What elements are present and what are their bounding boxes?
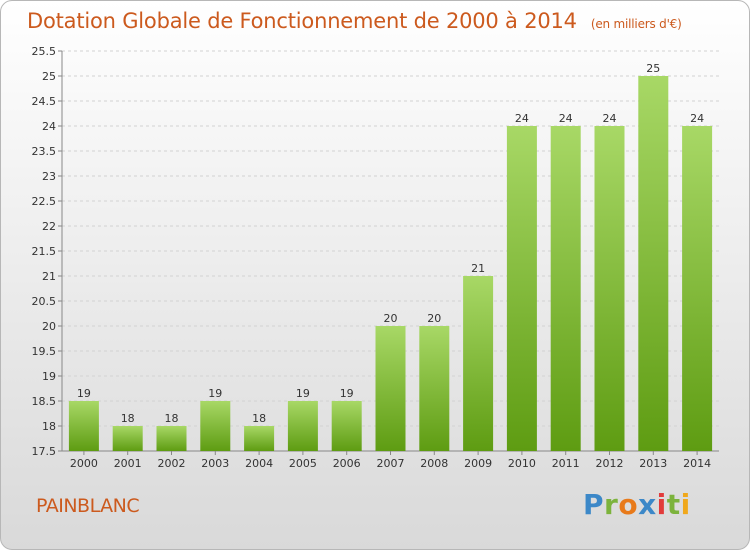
y-tick-label: 22.5 xyxy=(32,195,57,208)
x-tick-label: 2006 xyxy=(333,457,361,470)
chart-title: Dotation Globale de Fonctionnement de 20… xyxy=(27,9,682,33)
y-tick-label: 21 xyxy=(42,270,56,283)
y-tick-label: 24.5 xyxy=(32,95,57,108)
y-tick-label: 23.5 xyxy=(32,145,57,158)
y-tick-label: 20 xyxy=(42,320,56,333)
commune-name: PAINBLANC xyxy=(36,495,140,517)
x-tick-label: 2008 xyxy=(420,457,448,470)
bar xyxy=(506,126,537,451)
chart-subtitle: (en milliers d'€) xyxy=(590,17,682,31)
bar-value-label: 21 xyxy=(471,262,485,275)
x-tick-label: 2012 xyxy=(596,457,624,470)
y-tick-label: 25.5 xyxy=(32,45,57,58)
bar-value-label: 19 xyxy=(208,387,222,400)
x-tick-label: 2011 xyxy=(552,457,580,470)
bar xyxy=(331,401,362,451)
bar-value-label: 20 xyxy=(427,312,441,325)
bar-value-label: 19 xyxy=(340,387,354,400)
bar xyxy=(682,126,713,451)
bar-value-label: 18 xyxy=(121,412,135,425)
y-tick-label: 17.5 xyxy=(32,445,57,458)
x-tick-label: 2004 xyxy=(245,457,273,470)
y-tick-label: 22 xyxy=(42,220,56,233)
y-tick-label: 18.5 xyxy=(32,395,57,408)
y-tick-label: 25 xyxy=(42,70,56,83)
chart-title-text: Dotation Globale de Fonctionnement de 20… xyxy=(27,9,577,33)
bar xyxy=(156,426,187,451)
y-tick-label: 23 xyxy=(42,170,56,183)
bar xyxy=(244,426,275,451)
bar xyxy=(68,401,99,451)
axes: 17.5 18 18.5 19 19.5 20 20.5 21 21.5 22 22.5 23 23.5… xyxy=(32,45,719,470)
x-tick-label: 2014 xyxy=(683,457,711,470)
bar xyxy=(287,401,318,451)
bar-value-label: 24 xyxy=(603,112,617,125)
bar-value-label: 19 xyxy=(296,387,310,400)
x-tick-label: 2003 xyxy=(201,457,229,470)
bar xyxy=(550,126,581,451)
x-tick-label: 2010 xyxy=(508,457,536,470)
bar-value-label: 24 xyxy=(690,112,704,125)
proxiti-logo: Proxiti xyxy=(583,488,691,521)
bar-value-label: 19 xyxy=(77,387,91,400)
bar xyxy=(375,326,406,451)
x-tick-label: 2005 xyxy=(289,457,317,470)
y-tick-label: 19 xyxy=(42,370,56,383)
bar xyxy=(200,401,231,451)
bar-value-label: 24 xyxy=(515,112,529,125)
bar xyxy=(638,76,669,451)
x-tick-label: 2001 xyxy=(114,457,142,470)
bar-value-label: 25 xyxy=(646,62,660,75)
bar xyxy=(463,276,494,451)
y-tick-label: 19.5 xyxy=(32,345,57,358)
x-tick-label: 2007 xyxy=(377,457,405,470)
x-tick-label: 2000 xyxy=(70,457,98,470)
x-tick-label: 2009 xyxy=(464,457,492,470)
x-tick-label: 2002 xyxy=(158,457,186,470)
y-tick-label: 18 xyxy=(42,420,56,433)
bar xyxy=(594,126,625,451)
bar-value-label: 18 xyxy=(165,412,179,425)
bars: 19 18 18 19 18 19 19 20 20 21 24 24 24 25 24 xyxy=(68,62,713,451)
bar-value-label: 20 xyxy=(384,312,398,325)
y-tick-label: 21.5 xyxy=(32,245,57,258)
x-tick-label: 2013 xyxy=(639,457,667,470)
bar xyxy=(112,426,143,451)
bar-value-label: 24 xyxy=(559,112,573,125)
y-tick-label: 24 xyxy=(42,120,56,133)
bar xyxy=(419,326,450,451)
bar-value-label: 18 xyxy=(252,412,266,425)
y-tick-label: 20.5 xyxy=(32,295,57,308)
